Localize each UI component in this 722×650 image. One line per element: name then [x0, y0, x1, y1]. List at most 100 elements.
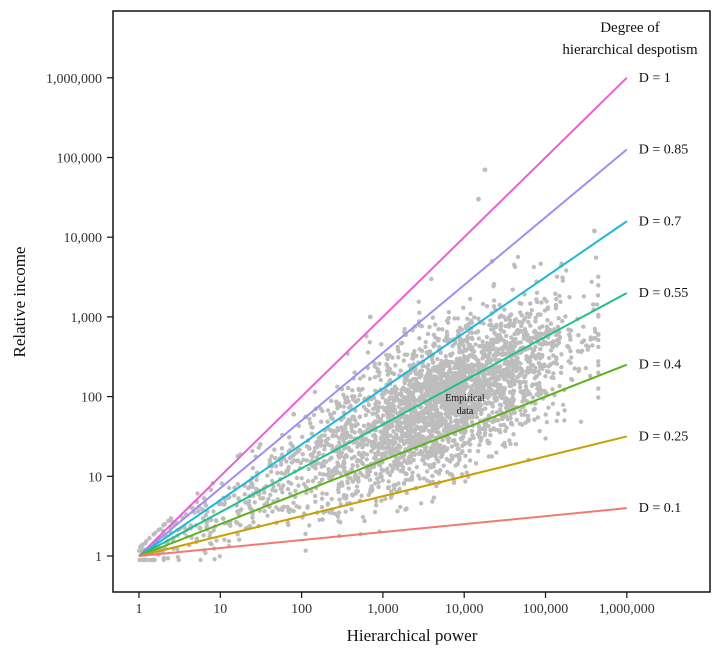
scatter-point — [265, 513, 270, 518]
scatter-point — [425, 391, 430, 397]
series-label-3: D = 0.55 — [639, 286, 689, 301]
scatter-point — [544, 324, 550, 329]
scatter-point — [380, 413, 386, 418]
plot-frame — [112, 10, 711, 593]
scatter-point — [495, 374, 500, 380]
scatter-point — [469, 318, 474, 323]
scatter-point — [423, 339, 428, 345]
scatter-point — [486, 454, 491, 459]
scatter-point — [444, 456, 449, 462]
scatter-point — [524, 399, 530, 404]
scatter-point — [385, 356, 390, 362]
scatter-point — [372, 455, 377, 461]
x-tick-label: 100,000 — [523, 602, 569, 617]
scatter-point — [519, 323, 524, 329]
scatter-point — [419, 354, 425, 359]
scatter-point — [482, 421, 487, 427]
scatter-point — [342, 465, 347, 470]
scatter-point — [419, 404, 424, 410]
scatter-point — [331, 410, 337, 415]
scatter-point — [590, 343, 595, 348]
scatter-point — [427, 479, 433, 485]
scatter-point — [394, 397, 399, 402]
scatter-point — [447, 471, 452, 477]
scatter-point — [362, 518, 367, 524]
scatter-point — [300, 452, 305, 457]
scatter-point — [321, 472, 326, 477]
scatter-point — [495, 335, 500, 340]
scatter-point — [297, 505, 302, 510]
scatter-point — [478, 411, 484, 416]
scatter-point — [383, 387, 388, 393]
scatter-point — [477, 442, 482, 448]
scatter-point — [309, 431, 315, 436]
scatter-point — [337, 497, 342, 502]
scatter-point — [349, 425, 354, 431]
scatter-point — [566, 359, 571, 364]
scatter-point — [390, 404, 396, 410]
scatter-point — [430, 422, 435, 427]
scatter-point — [445, 430, 450, 435]
scatter-point — [475, 449, 481, 454]
scatter-point — [534, 297, 539, 302]
scatter-point — [417, 336, 422, 341]
scatter-point — [313, 475, 318, 480]
scatter-point — [408, 441, 413, 446]
scatter-point — [524, 356, 530, 361]
scatter-point — [550, 401, 556, 406]
scatter-point — [596, 370, 601, 375]
scatter-point — [385, 411, 390, 416]
scatter-point — [325, 408, 331, 413]
scatter-point — [353, 471, 358, 477]
scatter-point — [367, 477, 373, 483]
scatter-point — [401, 441, 407, 447]
scatter-point — [381, 468, 386, 473]
scatter-point — [514, 362, 519, 367]
scatter-point — [376, 484, 381, 490]
scatter-point — [421, 454, 426, 459]
scatter-point — [507, 438, 512, 443]
scatter-point — [387, 353, 392, 358]
scatter-point — [553, 302, 559, 308]
scatter-point — [337, 440, 342, 445]
scatter-point — [369, 449, 374, 454]
scatter-point — [469, 403, 474, 409]
scatter-point — [439, 405, 444, 410]
scatter-point — [453, 392, 458, 398]
scatter-point — [357, 393, 362, 398]
scatter-point — [470, 345, 475, 350]
scatter-point — [338, 520, 343, 525]
scatter-point — [377, 474, 382, 480]
scatter-point — [473, 356, 478, 361]
scatter-point — [388, 463, 393, 468]
scatter-point — [312, 493, 318, 499]
scatter-point — [354, 484, 360, 489]
scatter-point — [385, 466, 390, 472]
scatter-point — [268, 492, 273, 498]
scatter-point — [523, 420, 528, 425]
scatter-point — [412, 349, 417, 354]
scatter-point — [522, 327, 528, 332]
scatter-point — [286, 479, 291, 485]
scatter-point — [426, 362, 431, 368]
scatter-point — [445, 436, 450, 442]
scatter-point — [360, 455, 365, 460]
scatter-point — [250, 515, 255, 520]
scatter-point — [568, 328, 574, 333]
scatter-point — [392, 486, 397, 492]
scatter-point — [558, 370, 564, 375]
scatter-point — [243, 500, 248, 505]
scatter-point — [200, 507, 205, 512]
scatter-point — [394, 432, 399, 437]
scatter-point — [387, 377, 393, 383]
scatter-point — [462, 373, 467, 379]
scatter-point — [429, 389, 434, 394]
scatter-point — [412, 442, 418, 448]
scatter-point — [366, 492, 371, 498]
scatter-point — [579, 340, 585, 345]
scatter-point — [509, 321, 515, 327]
scatter-point — [592, 326, 598, 332]
scatter-point — [478, 387, 483, 393]
scatter-point — [536, 369, 541, 374]
scatter-point — [530, 351, 535, 356]
